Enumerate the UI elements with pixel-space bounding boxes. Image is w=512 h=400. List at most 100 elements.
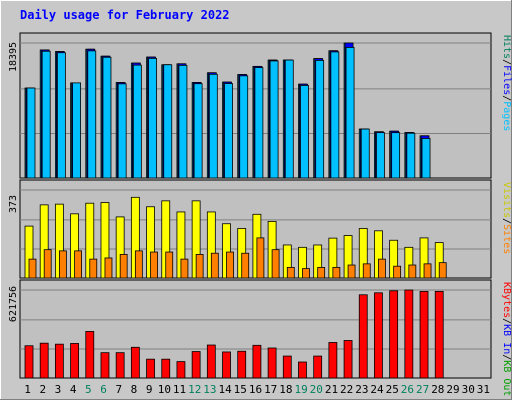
day-tick-label: 15 <box>234 383 247 396</box>
sites-bar <box>408 264 417 279</box>
day-tick-label: 7 <box>115 383 122 396</box>
pages-bar <box>300 85 309 179</box>
kbytes-bar <box>54 343 64 379</box>
kbytes-bar <box>100 352 110 379</box>
pages-bar <box>178 64 188 179</box>
sites-bar <box>271 249 280 279</box>
day-tick-label: 5 <box>85 383 92 396</box>
day-tick-label: 25 <box>386 383 399 396</box>
kbytes-bar <box>267 347 277 379</box>
kbytes-bar <box>434 290 444 379</box>
pages-bar <box>406 132 416 179</box>
kbytes-bar <box>389 290 399 379</box>
kbytes-bar <box>176 361 186 379</box>
day-tick-label: 19 <box>294 383 307 396</box>
day-tick-label: 29 <box>446 383 459 396</box>
sites-bar <box>58 250 67 279</box>
kbytes-bar <box>237 350 247 379</box>
sites-bar <box>74 250 82 279</box>
legend-entry: / <box>501 218 512 224</box>
kbytes-bar <box>85 331 95 379</box>
sites-bar <box>89 258 98 279</box>
day-tick-label: 6 <box>100 383 107 396</box>
sites-bar <box>393 265 402 279</box>
sites-bar <box>28 258 37 279</box>
panel-visits-legend: Visits/Sites <box>501 182 512 254</box>
pages-bar <box>254 67 264 179</box>
sites-bar <box>332 266 341 279</box>
day-tick-label: 4 <box>70 383 77 396</box>
pages-bar <box>26 87 36 179</box>
kbytes-bar <box>191 351 201 379</box>
pages-bar <box>102 56 112 179</box>
pages-bar <box>269 60 279 179</box>
day-tick-label: 22 <box>340 383 353 396</box>
kbytes-bar <box>404 289 414 379</box>
legend-entry: Pages <box>501 101 512 131</box>
sites-bar <box>241 252 250 279</box>
sites-bar <box>43 249 52 279</box>
kbytes-bar <box>24 345 34 379</box>
sites-bar <box>150 251 158 279</box>
kbytes-bar <box>419 290 429 379</box>
sites-bar <box>347 264 356 279</box>
legend-entry: / <box>501 354 512 360</box>
legend-entry: KB Out <box>501 360 512 396</box>
kbytes-bar <box>161 358 171 379</box>
day-tick-label: 17 <box>264 383 277 396</box>
panel-visits-ymax-label: 373 <box>8 195 19 213</box>
pages-bar <box>239 75 249 179</box>
pages-bar <box>208 73 218 179</box>
sites-bar <box>378 258 386 279</box>
pages-bar <box>421 138 431 179</box>
day-tick-label: 21 <box>325 383 338 396</box>
kbytes-bar <box>343 340 353 379</box>
day-tick-label: 11 <box>173 383 186 396</box>
day-tick-label: 12 <box>188 383 201 396</box>
kbytes-bar <box>252 344 262 379</box>
legend-entry: / <box>501 59 512 65</box>
legend-entry: Sites <box>501 224 512 254</box>
panel-hits-legend: Hits/Files/Pages <box>501 35 512 131</box>
day-tick-label: 18 <box>279 383 292 396</box>
sites-bar <box>302 268 310 279</box>
day-tick-label: 26 <box>401 383 414 396</box>
kbytes-bar <box>222 351 231 379</box>
pages-bar <box>284 59 294 179</box>
sites-bar <box>180 258 189 279</box>
sites-bar <box>286 266 295 279</box>
day-tick-label: 14 <box>218 383 232 396</box>
kbytes-bar <box>115 352 125 379</box>
pages-bar <box>56 52 66 179</box>
pages-bar <box>87 50 97 179</box>
legend-entry: KB In <box>501 324 512 354</box>
day-tick-label: 16 <box>249 383 262 396</box>
pages-bar <box>72 82 81 179</box>
pages-bar <box>193 83 203 179</box>
sites-bar <box>119 254 128 279</box>
panel-hits-ymax-label: 18395 <box>8 42 19 72</box>
day-tick-label: 9 <box>146 383 153 396</box>
sites-bar <box>438 262 447 279</box>
panel-kbytes-legend: KBytes/KB In/KB Out <box>501 282 512 396</box>
day-tick-label: 27 <box>416 383 429 396</box>
day-tick-label: 2 <box>39 383 46 396</box>
day-tick-label: 24 <box>370 383 384 396</box>
panel-kbytes-ymax-label: 621756 <box>8 286 19 322</box>
pages-bar <box>163 64 173 179</box>
kbytes-bar <box>130 346 140 379</box>
day-tick-label: 23 <box>355 383 368 396</box>
sites-bar <box>195 254 204 279</box>
legend-entry: / <box>501 95 512 101</box>
pages-bar <box>391 132 401 179</box>
day-tick-label: 31 <box>477 383 490 396</box>
kbytes-bar <box>328 342 338 379</box>
sites-bar <box>104 257 113 279</box>
pages-bar <box>117 83 127 179</box>
pages-bar <box>376 132 385 179</box>
sites-bar <box>317 266 326 279</box>
legend-entry: KBytes <box>501 282 512 318</box>
pages-bar <box>315 60 325 179</box>
